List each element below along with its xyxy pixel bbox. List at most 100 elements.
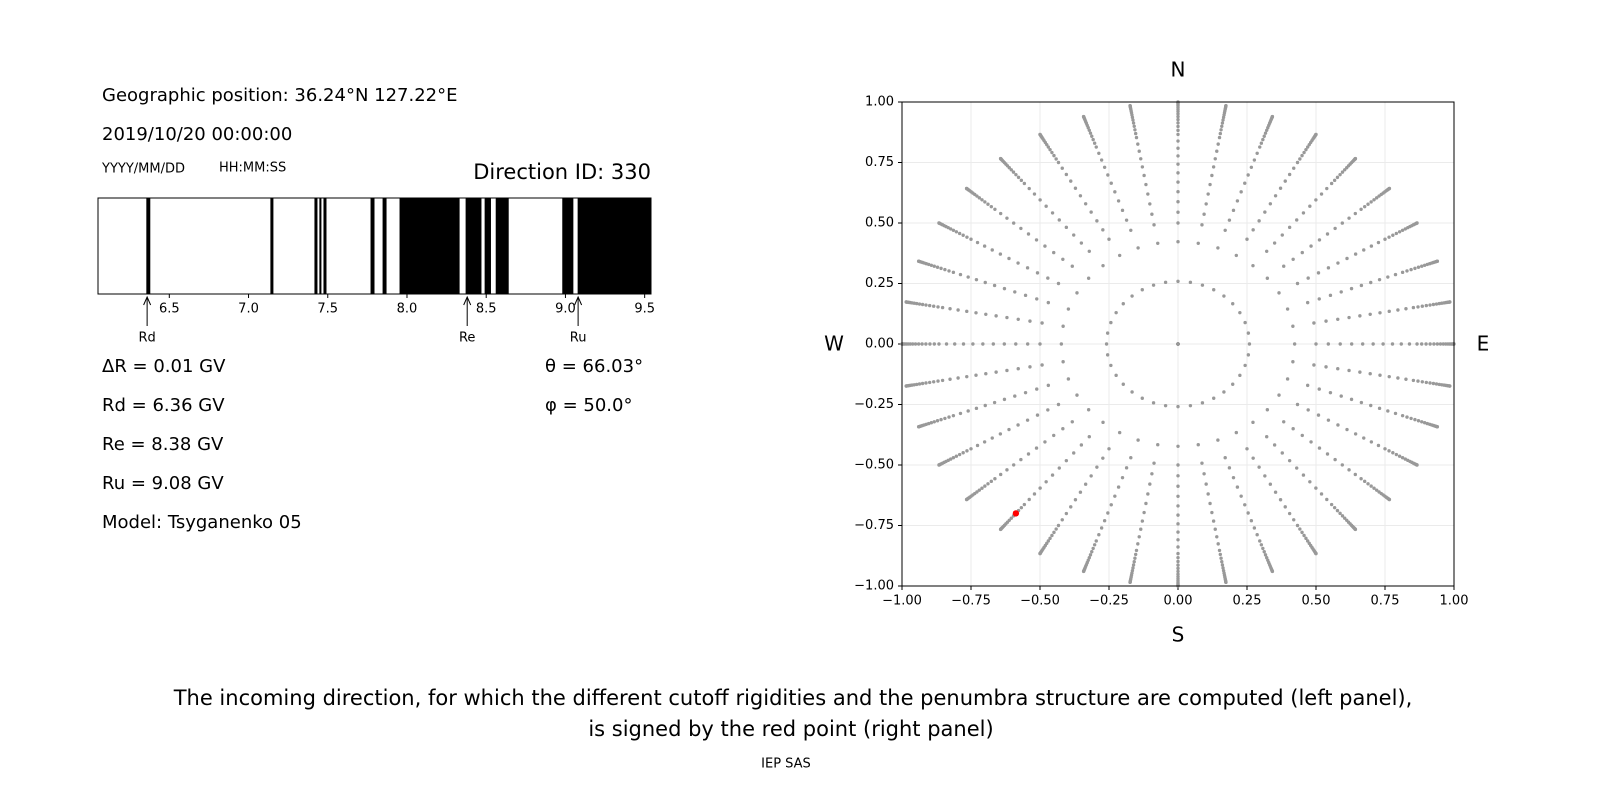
direction-point: [944, 342, 949, 346]
direction-point: [1213, 527, 1217, 531]
direction-point: [1255, 151, 1259, 155]
direction-point: [916, 259, 921, 263]
direction-point: [1420, 420, 1424, 424]
direction-point: [1176, 124, 1180, 129]
direction-point: [929, 263, 934, 267]
direction-point: [1188, 403, 1193, 408]
direction-point: [1120, 475, 1125, 480]
direction-point: [1007, 427, 1011, 432]
marker-label: Re: [459, 331, 475, 346]
direction-point: [1061, 324, 1065, 328]
direction-point: [1129, 228, 1133, 232]
y-tick-label: −1.00: [854, 579, 894, 594]
direction-point: [1272, 443, 1277, 447]
x-tick-label: 7.0: [238, 302, 259, 317]
direction-point: [1060, 166, 1064, 170]
direction-point: [1349, 342, 1354, 346]
direction-point: [1328, 293, 1333, 298]
direction-point: [1204, 202, 1208, 206]
direction-point: [1258, 539, 1262, 543]
direction-point: [1128, 103, 1132, 108]
direction-point: [1176, 171, 1180, 175]
direction-point: [1117, 253, 1122, 258]
direction-point: [1349, 286, 1354, 291]
caption: The incoming direction, for which the di…: [173, 686, 1413, 710]
direction-point: [1011, 170, 1016, 174]
direction-point: [1079, 443, 1084, 447]
direction-point: [1050, 473, 1055, 477]
direction-point: [1291, 257, 1295, 261]
direction-point: [1404, 377, 1408, 381]
direction-point: [1176, 112, 1180, 116]
direction-point: [1329, 502, 1334, 507]
direction-point: [1239, 494, 1243, 498]
info-line: Rd = 6.36 GV: [102, 395, 225, 416]
direction-point: [1298, 157, 1302, 161]
direction-point: [994, 370, 998, 374]
direction-point: [1106, 511, 1110, 515]
direction-point: [1265, 128, 1269, 133]
direction-point: [1050, 150, 1054, 155]
direction-point: [1091, 137, 1095, 142]
direction-point: [1151, 401, 1156, 405]
direction-point: [1326, 342, 1331, 346]
direction-point: [1064, 172, 1069, 177]
direction-point: [1431, 302, 1436, 307]
direction-point: [1040, 363, 1044, 367]
direction-point: [1176, 530, 1180, 534]
direction-point: [1277, 291, 1281, 295]
direction-point: [1046, 408, 1050, 412]
direction-point: [1005, 315, 1009, 320]
direction-point: [1265, 555, 1269, 560]
direction-point: [966, 275, 970, 279]
direction-point: [1411, 305, 1416, 310]
direction-point: [1176, 551, 1180, 556]
direction-point: [1372, 198, 1376, 202]
direction-point: [969, 447, 973, 451]
direction-point: [1295, 523, 1300, 528]
forbidden-band: [399, 198, 460, 294]
direction-point: [1377, 277, 1382, 282]
direction-point: [1176, 559, 1180, 564]
marker-arrow-head: [463, 295, 472, 306]
direction-point: [1287, 458, 1292, 463]
direction-point: [1088, 131, 1093, 135]
direction-point: [1121, 382, 1125, 386]
direction-point: [1156, 241, 1160, 245]
direction-point: [1353, 472, 1358, 477]
direction-point: [1340, 221, 1345, 225]
direction-point: [1287, 511, 1292, 516]
direction-point: [1362, 436, 1366, 440]
direction-point: [1317, 297, 1321, 301]
y-tick-label: 0.25: [865, 276, 894, 291]
direction-point: [1046, 300, 1051, 305]
direction-point: [1069, 179, 1073, 183]
direction-point: [974, 311, 978, 315]
y-tick-label: −0.50: [854, 458, 894, 473]
direction-point: [1300, 250, 1304, 255]
direction-point: [1014, 172, 1018, 177]
direction-point: [1309, 244, 1313, 248]
direction-point: [1216, 142, 1220, 146]
direction-point: [1359, 400, 1364, 405]
direction-point: [1128, 580, 1132, 585]
compass-label: S: [1172, 623, 1185, 647]
direction-point: [1094, 145, 1098, 149]
direction-point: [1383, 237, 1387, 241]
direction-point: [1400, 413, 1405, 418]
direction-point: [1362, 204, 1367, 209]
direction-point: [1278, 186, 1283, 190]
direction-point: [951, 270, 956, 275]
direction-point: [916, 425, 921, 429]
direction-point: [1298, 527, 1302, 531]
direction-point: [1222, 294, 1226, 298]
forbidden-band: [323, 198, 327, 294]
direction-point: [1132, 124, 1136, 128]
direction-point: [1324, 365, 1328, 369]
direction-point: [1215, 535, 1219, 539]
direction-point: [1142, 173, 1146, 178]
direction-point: [1285, 307, 1290, 311]
direction-point: [1218, 131, 1223, 136]
direction-point: [1117, 430, 1122, 435]
direction-point: [1339, 290, 1343, 294]
